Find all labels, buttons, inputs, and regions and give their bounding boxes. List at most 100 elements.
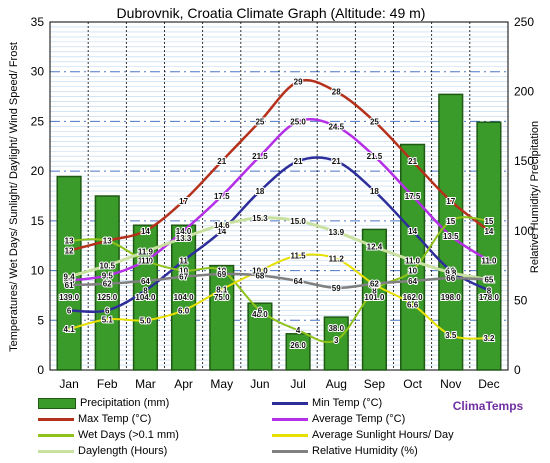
series-data-label: 4.1 [64, 325, 76, 334]
series-data-label: 13.5 [443, 232, 459, 241]
series-data-label: 18 [255, 187, 264, 196]
precipitation-data-label: 198.0 [441, 293, 462, 302]
legend-swatch [38, 417, 74, 421]
series-data-label: 14.0 [176, 227, 192, 236]
legend-label: Average Sunlight Hours/ Day [312, 429, 454, 442]
series-data-label: 14.6 [214, 221, 230, 230]
series-data-label: 17.5 [214, 192, 230, 201]
series-data-label: 17 [179, 197, 188, 206]
legend-swatch [272, 401, 308, 405]
series-data-label: 24.5 [328, 122, 344, 131]
y-tick-left: 15 [31, 214, 45, 228]
precipitation-bar [361, 228, 387, 371]
series-data-label: 10 [446, 267, 455, 276]
series-data-label: 15.0 [290, 217, 306, 226]
y-tick-left: 25 [31, 114, 45, 128]
legend-label: Precipitation (mm) [80, 397, 170, 410]
series-data-label: 11.9 [138, 248, 154, 257]
series-data-label: 59 [332, 284, 341, 293]
precipitation-data-label: 26.0 [290, 341, 306, 350]
chart-title: Dubrovnik, Croatia Climate Graph (Altitu… [117, 5, 426, 21]
series-data-label: 15 [446, 217, 455, 226]
series-data-label: 13 [65, 237, 74, 246]
legend-swatch [272, 417, 308, 421]
series-data-label: 8 [143, 286, 148, 295]
precipitation-bar [476, 121, 502, 371]
min-temp-c-line [67, 156, 491, 314]
y-tick-right: 200 [514, 85, 534, 99]
legend-item: Average Temp (°C) [272, 413, 405, 425]
series-data-label: 10 [217, 267, 226, 276]
y-axis-left-label: Temperatures/ Wet Days/ Sunlight/ Daylig… [8, 42, 20, 352]
series-data-label: 10 [179, 267, 188, 276]
y-tick-right: 0 [514, 363, 521, 377]
series-data-label: 28 [332, 88, 341, 97]
x-tick-label: Jan [59, 377, 78, 391]
legend-item: Average Sunlight Hours/ Day [272, 429, 454, 441]
legend-label: Max Temp (°C) [78, 413, 152, 426]
x-tick-label: Aug [326, 377, 347, 391]
x-tick-label: Jun [250, 377, 269, 391]
relative-humidity-line [67, 272, 491, 290]
series-data-label: 14 [141, 227, 150, 236]
x-tick-label: May [210, 377, 233, 391]
series-data-label: 3.5 [445, 331, 457, 340]
y-tick-right: 150 [514, 154, 534, 168]
series-data-label: 11 [141, 257, 150, 266]
x-tick-label: Feb [97, 377, 118, 391]
y-tick-left: 10 [31, 264, 45, 278]
precipitation-data-label: 48.0 [252, 310, 268, 319]
series-data-label: 9.0 [64, 277, 76, 286]
series-data-label: 11.0 [138, 257, 154, 266]
legend-swatch [38, 433, 74, 437]
y-tick-left: 30 [31, 65, 45, 79]
series-data-label: 6.6 [407, 300, 419, 309]
series-data-label: 6 [258, 306, 263, 315]
wet-days-0-1-mm-line [68, 216, 490, 344]
series-data-label: 9.8 [445, 269, 457, 278]
precipitation-data-label: 38.0 [328, 324, 344, 333]
series-data-label: 13.3 [176, 234, 192, 243]
series-data-label: 64 [294, 277, 303, 286]
precipitation-data-label: 104.0 [135, 293, 156, 302]
series-data-label: 6 [67, 306, 72, 315]
series-data-label: 5.0 [140, 316, 152, 325]
series-data-label: 14 [217, 227, 226, 236]
series-data-label: 62 [370, 280, 379, 289]
series-data-label: 21 [217, 157, 226, 166]
precipitation-bar [209, 264, 235, 371]
legend-label: Relative Humidity (%) [312, 445, 418, 458]
series-data-label: 17.5 [405, 192, 421, 201]
x-tick-label: Nov [440, 377, 461, 391]
legend-swatch [272, 449, 308, 453]
series-data-label: 8.1 [216, 285, 228, 294]
series-data-label: 65 [484, 276, 493, 285]
series-data-label: 6.0 [178, 306, 190, 315]
series-data-label: 10 [408, 267, 417, 276]
series-data-label: 11.0 [481, 257, 497, 266]
y-tick-left: 35 [31, 15, 45, 29]
series-data-label: 11 [179, 257, 188, 266]
series-data-label: 62 [103, 280, 112, 289]
x-tick-label: Mar [135, 377, 156, 391]
legend-swatch [272, 433, 308, 437]
x-tick-label: Dec [478, 377, 499, 391]
series-data-label: 12.4 [367, 243, 383, 252]
series-data-label: 9.4 [64, 273, 76, 282]
series-data-label: 8 [487, 286, 492, 295]
precipitation-bar [323, 316, 349, 371]
series-data-label: 68 [255, 271, 264, 280]
series-data-label: 17 [446, 197, 455, 206]
legend-item: Max Temp (°C) [38, 413, 151, 425]
series-data-label: 13.9 [328, 228, 344, 237]
series-data-label: 25 [370, 117, 379, 126]
precipitation-data-label: 104.0 [174, 293, 195, 302]
series-data-label: 25 [255, 117, 264, 126]
series-data-label: 29 [294, 78, 303, 87]
y-tick-left: 20 [31, 164, 45, 178]
legend-item: Precipitation (mm) [38, 397, 169, 409]
legend-item: Min Temp (°C) [272, 397, 382, 409]
series-data-label: 11.2 [329, 255, 345, 264]
